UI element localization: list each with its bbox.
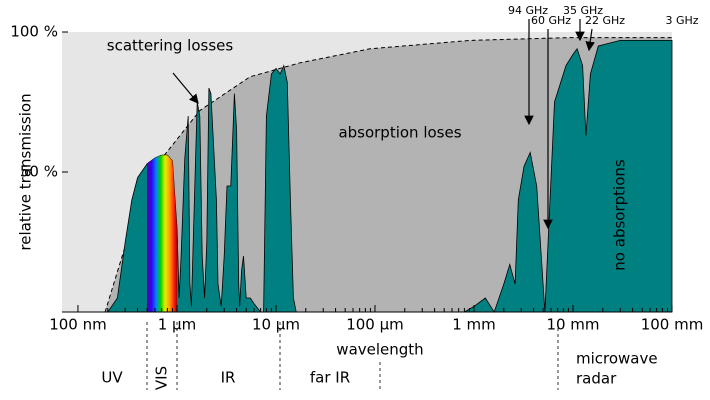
- annotation: no absorptions: [611, 159, 629, 271]
- arrow: [172, 72, 199, 104]
- x-tick-label: 100 nm: [49, 316, 107, 334]
- annotation: scattering losses: [107, 37, 234, 55]
- x-tick-label: 100 µm: [346, 316, 404, 334]
- area: [107, 40, 673, 313]
- frequency-label: 3 GHz: [665, 14, 698, 27]
- plot-area: 50 %100 %100 nm 1 µm 10 µm 100 µm 1 mm 10 mm 1…: [10, 23, 703, 334]
- x-tick-label: 10 mm: [546, 316, 599, 334]
- y-axis-label: relative transmission: [17, 93, 35, 250]
- x-tick-label: 1 mm: [452, 316, 496, 334]
- x-tick-label: 100 mm: [641, 316, 704, 334]
- frequency-label: 60 GHz: [531, 14, 571, 27]
- x-tick-label: 10 µm: [252, 316, 300, 334]
- frequency-label: 22 GHz: [585, 14, 625, 27]
- arrow: [585, 28, 595, 52]
- band-label: radar: [576, 370, 617, 388]
- band-label: far IR: [310, 369, 350, 387]
- band-label: UV: [101, 369, 123, 387]
- band-label: IR: [221, 369, 236, 387]
- y-tick-label: 100 %: [10, 23, 58, 41]
- x-axis-label: wavelength: [336, 341, 423, 359]
- band-label: microwave: [576, 350, 658, 368]
- band-label: VIS: [153, 366, 171, 390]
- y-tick-label: 50 %: [20, 163, 58, 181]
- frequency-label: 94 GHz: [508, 4, 548, 17]
- frequency-label: 35 GHz: [563, 4, 603, 17]
- annotation: absorption loses: [338, 124, 461, 142]
